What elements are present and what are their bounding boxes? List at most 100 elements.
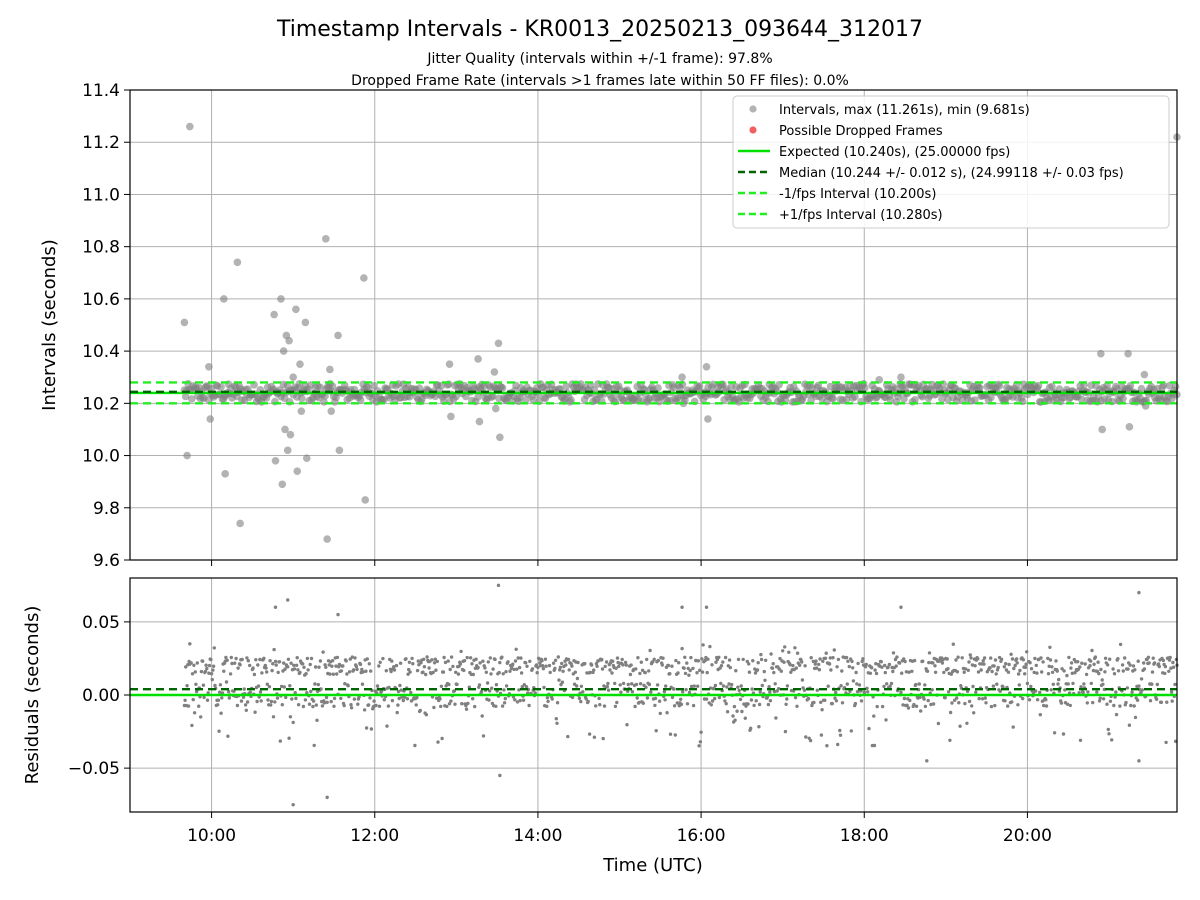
residual-point-683 [647,669,651,673]
residual-point-623 [606,681,610,686]
residual-point-1409 [1140,688,1145,692]
residual-point-557 [561,669,565,673]
residual-point-1364 [1110,738,1114,742]
residual-point-1016 [873,668,877,672]
residual-point-16 [193,670,197,674]
residual-point-1200 [998,689,1002,693]
residual-point-1300 [1066,682,1070,686]
residual-point-1062 [904,670,909,674]
residual-point-1367 [1112,703,1116,708]
residual-point-1102 [931,702,936,706]
residual-point-370 [434,668,438,672]
residual-point-950 [828,656,832,660]
interval-outlier-11 [277,295,285,303]
residual-point-1352 [1101,697,1106,701]
residual-point-786 [717,655,721,659]
bottom-y-ticks: −0.05 0.00 0.05 [68,613,130,779]
residual-point-389 [447,682,451,687]
residual-point-908 [800,660,804,664]
residual-point-371 [434,696,439,700]
top-ytick-label-0: 9.6 [93,551,120,571]
residual-point-154 [287,736,291,740]
residual-point-744 [688,668,692,673]
residual-point-634 [613,704,618,709]
residual-point-732 [680,646,684,651]
residual-point-989 [855,682,859,686]
residual-point-802 [727,658,732,662]
interval-point-530 [829,394,837,403]
residual-outlier-6 [496,583,501,588]
residual-point-1153 [966,668,970,672]
residual-point-960 [835,665,839,669]
subtitle-dropped: Dropped Frame Rate (intervals >1 frames … [351,73,849,89]
residual-point-1298 [1065,673,1069,678]
residual-point-451 [489,672,493,676]
residual-point-1052 [897,661,902,665]
residual-point-112 [258,690,263,694]
residual-point-703 [660,663,664,667]
residual-point-1323 [1082,682,1086,686]
residual-point-1003 [864,662,868,667]
residual-point-339 [413,743,417,748]
residual-point-866 [771,662,775,666]
residual-point-611 [598,703,602,707]
residual-point-330 [407,667,411,672]
residual-point-143 [279,684,284,689]
residual-point-114 [260,671,264,675]
residual-point-1004 [865,686,869,690]
residual-point-317 [398,683,402,688]
residual-point-1251 [1033,656,1037,661]
residual-point-70 [230,661,234,666]
residual-point-1238 [1024,662,1028,666]
residual-point-830 [747,662,751,666]
residual-point-1116 [941,657,945,662]
residual-point-789 [719,681,723,686]
residual-point-174 [301,662,305,666]
residual-point-583 [579,699,583,704]
residual-point-1032 [884,718,888,722]
residual-point-468 [500,704,505,708]
residual-point-549 [555,701,560,705]
residual-point-1371 [1114,712,1119,717]
residual-point-880 [781,649,785,653]
residual-point-928 [813,662,817,666]
residual-point-715 [668,732,673,736]
residual-point-502 [524,661,528,665]
residual-point-304 [389,669,393,674]
residual-point-401 [455,682,459,687]
residual-point-1359 [1106,727,1111,732]
residual-point-697 [656,658,660,663]
residual-point-492 [517,688,521,692]
residual-point-727 [677,661,681,665]
residual-point-282 [374,703,378,708]
residual-point-1381 [1121,669,1126,673]
residual-point-85 [240,657,244,662]
xtick-label-0: 10:00 [187,826,236,846]
residual-point-1224 [1014,657,1019,661]
residual-point-1216 [1009,652,1013,656]
residual-point-570 [570,664,574,668]
residual-point-231 [339,669,344,673]
residual-point-902 [795,651,800,655]
residual-point-733 [681,690,685,694]
residual-point-975 [845,682,849,686]
residual-point-494 [518,698,522,703]
residual-point-1280 [1052,731,1057,735]
residual-point-294 [382,698,386,702]
residual-point-399 [454,670,458,674]
residual-point-437 [479,690,484,694]
residual-point-1431 [1155,682,1160,687]
interval-point-619 [938,395,946,403]
residual-point-1220 [1012,666,1016,671]
residual-point-1035 [886,665,890,669]
residual-point-35 [206,691,210,695]
interval-outlier-48 [1097,349,1105,358]
residual-point-239 [345,672,349,676]
residual-point-584 [579,684,584,688]
residual-point-1424 [1150,670,1155,674]
residual-point-348 [419,661,423,665]
residual-point-326 [404,657,408,661]
residual-point-1355 [1103,656,1108,660]
legend: Intervals, max (11.261s), min (9.681s) P… [732,95,1170,229]
interval-point-115 [321,392,329,400]
